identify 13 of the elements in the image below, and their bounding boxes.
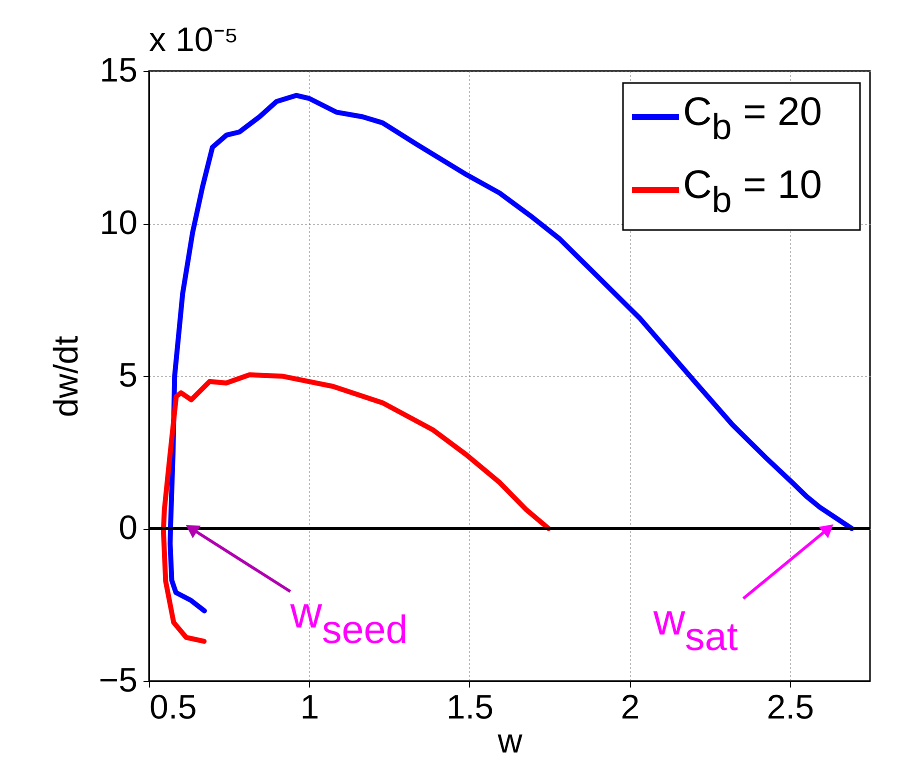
x-tick-label: 0.5 <box>150 688 197 726</box>
y-tick-label: 15 <box>100 52 138 90</box>
y-tick-label: 0 <box>118 509 138 547</box>
x-tick-label: 2 <box>620 688 640 726</box>
y-tick-label: 10 <box>100 204 138 242</box>
x-axis-title: w <box>496 722 523 760</box>
x-tick-label: 1.5 <box>446 688 494 726</box>
y-axis-title: dw/dt <box>48 335 86 418</box>
y-tick-label: 5 <box>118 356 138 394</box>
x-tick-label: 2.5 <box>766 688 814 726</box>
text: x 10⁻⁵ <box>149 21 238 59</box>
x-tick-label: 1 <box>300 688 320 726</box>
y-tick-label: −5 <box>98 662 138 700</box>
